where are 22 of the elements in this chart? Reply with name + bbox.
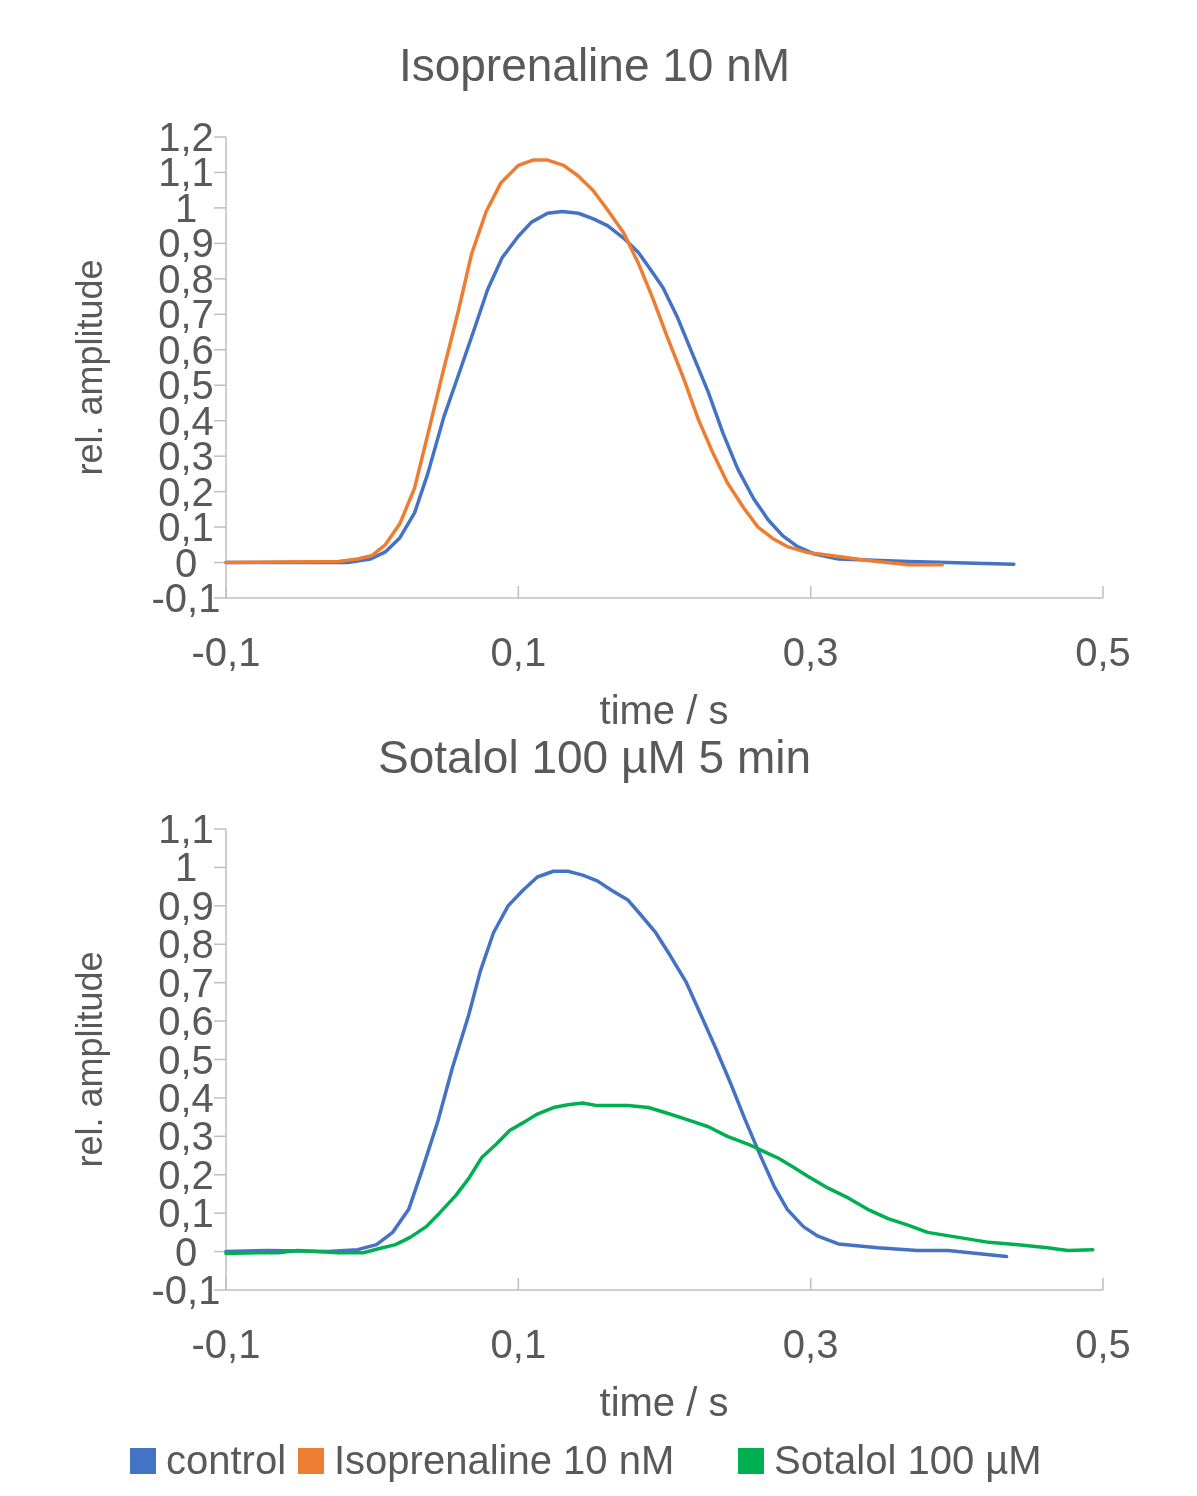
y-tick-label: 1,1 [158, 807, 214, 851]
x-tick-label: 0,1 [490, 1322, 547, 1366]
y-tick-label: -0,1 [151, 1268, 221, 1312]
legend-label: Sotalol 100 µM [774, 1438, 1042, 1482]
x-tick-label: 0,3 [782, 630, 839, 674]
chart-title: Sotalol 100 µM 5 min [377, 731, 812, 783]
line-series [224, 1101, 1095, 1256]
x-axis-title: time / s [599, 1380, 729, 1424]
legend-label: Isoprenaline 10 nM [334, 1438, 675, 1482]
chart-title: Isoprenaline 10 nM [398, 39, 791, 91]
y-tick-label: 0,9 [158, 883, 214, 928]
legend-label: control [166, 1438, 287, 1482]
x-axis-title: time / s [599, 688, 729, 732]
x-tick-label: 0,3 [782, 1322, 839, 1366]
line-series [224, 158, 944, 567]
y-axis-title: rel. amplitude [69, 951, 110, 1168]
line-series [224, 869, 1009, 1259]
x-tick-label: 0,5 [1075, 630, 1131, 674]
y-tick-label: -0,1 [151, 576, 221, 620]
y-axis-title: rel. amplitude [69, 259, 110, 476]
x-tick-label: 0,5 [1075, 1322, 1131, 1366]
x-tick-label: 0,1 [490, 630, 547, 674]
